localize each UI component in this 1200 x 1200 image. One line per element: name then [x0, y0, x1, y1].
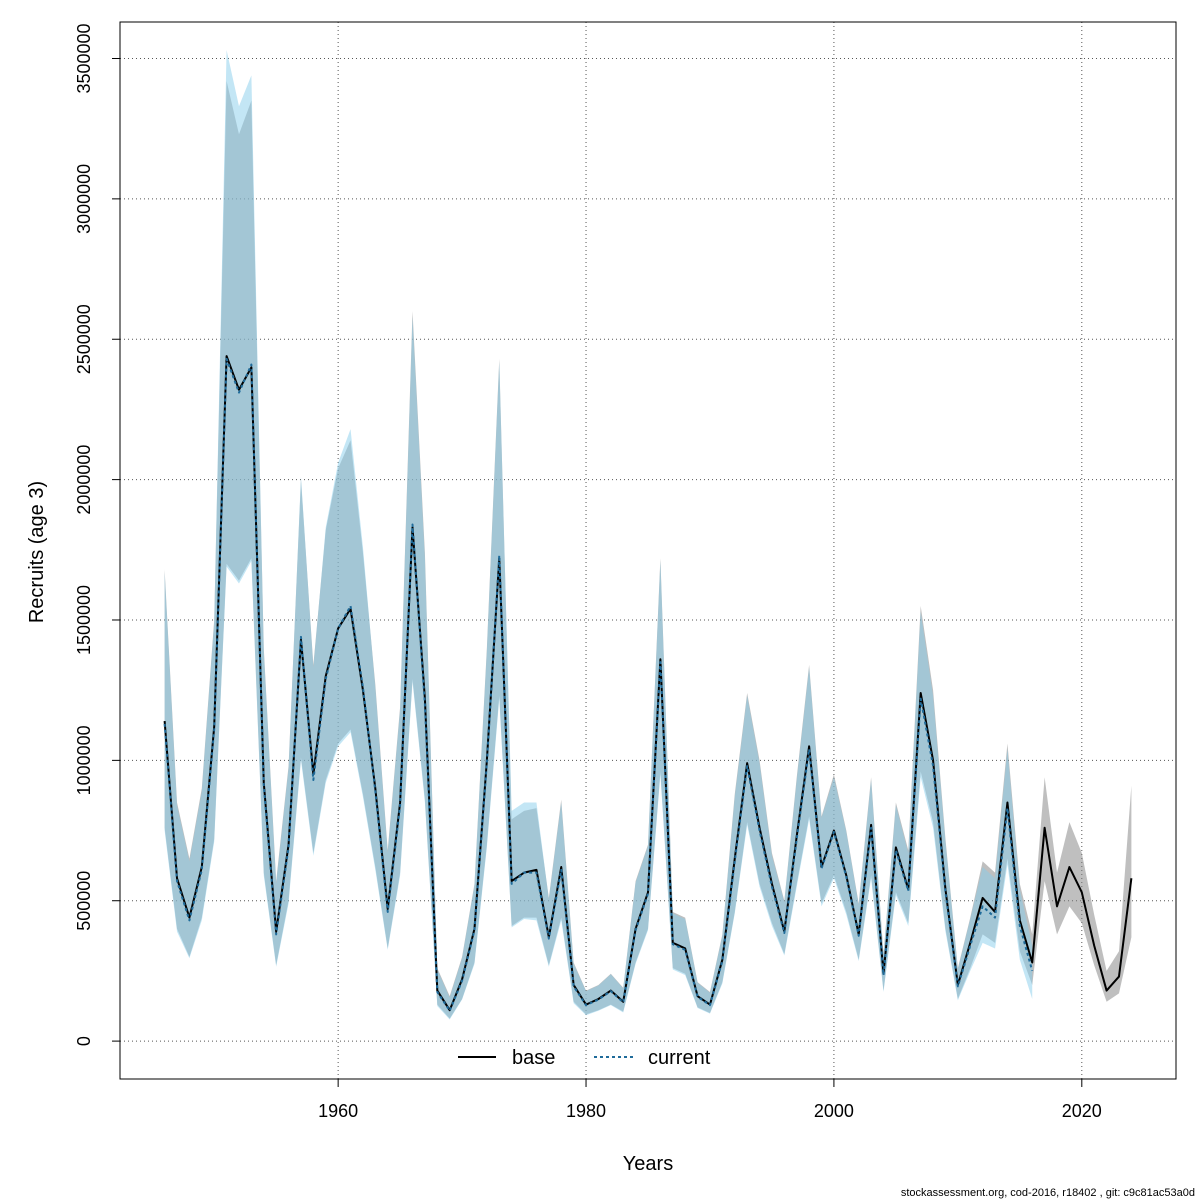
x-tick-label: 1960 [318, 1101, 358, 1121]
x-axis-title: Years [623, 1153, 673, 1175]
current-confidence-band [164, 50, 1033, 1020]
current-line [163, 357, 1034, 1012]
x-tick-label: 1980 [566, 1101, 606, 1121]
y-tick-label: 500000 [74, 871, 94, 931]
y-tick-label: 2500000 [74, 304, 94, 374]
legend: base current [458, 1047, 711, 1069]
y-tick-label: 3000000 [74, 164, 94, 234]
y-axis: 0 500000 1000000 1500000 2000000 2500000 30000… [74, 23, 120, 1046]
y-axis-title: Recruits (age 3) [26, 481, 48, 623]
x-axis: 1960 1980 2000 2020 [318, 1079, 1102, 1121]
footer-note: stockassessment.org, cod-2016, r18402 , … [901, 1187, 1195, 1199]
y-tick-label: 3500000 [74, 23, 94, 93]
y-tick-label: 2000000 [74, 445, 94, 515]
x-tick-label: 2000 [814, 1101, 854, 1121]
x-tick-label: 2020 [1062, 1101, 1102, 1121]
plot-frame [119, 21, 1177, 1080]
legend-base-label: base [512, 1047, 555, 1069]
y-tick-label: 1500000 [74, 585, 94, 655]
series-lines [163, 355, 1133, 1012]
legend-current-label: current [648, 1047, 711, 1069]
y-tick-label: 1000000 [74, 725, 94, 795]
y-tick-label: 0 [74, 1036, 94, 1046]
